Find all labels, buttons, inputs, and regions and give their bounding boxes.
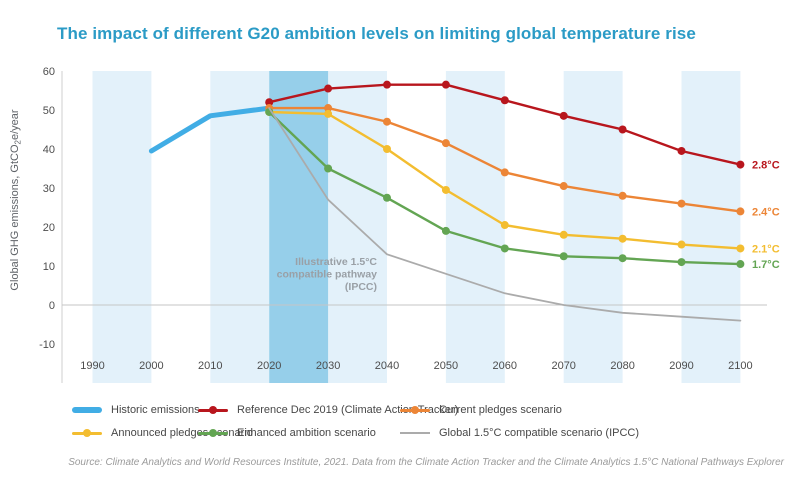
decade-band <box>445 71 505 383</box>
y-tick-label: 0 <box>49 300 55 312</box>
x-tick-label: 2070 <box>551 360 575 372</box>
y-tick-label: 40 <box>43 144 55 156</box>
end-label-current-pledges-scenario: 2.4°C <box>752 206 780 218</box>
data-point-announced-pledges-scenario <box>383 145 391 153</box>
data-point-enhanced-ambition-scenario <box>559 252 568 261</box>
legend-label: Enhanced ambition scenario <box>237 427 376 439</box>
legend-swatch-dot-icon <box>411 406 419 414</box>
data-point-announced-pledges-scenario <box>677 240 686 249</box>
legend-item-enhanced-ambition-scenario: Enhanced ambition scenario <box>198 426 376 440</box>
legend-swatch-icon <box>198 406 228 414</box>
data-point-current-pledges-scenario <box>559 182 568 191</box>
data-point-enhanced-ambition-scenario <box>736 260 745 269</box>
data-point-reference-dec-2019-climate-action-tracker <box>265 98 274 107</box>
data-point-reference-dec-2019-climate-action-tracker <box>383 80 391 89</box>
legend-swatch-icon <box>72 429 102 437</box>
y-tick-label: 50 <box>43 105 55 117</box>
x-tick-label: 2080 <box>610 360 634 372</box>
data-point-enhanced-ambition-scenario <box>618 254 627 263</box>
decade-band <box>92 71 152 383</box>
y-tick-label: 20 <box>43 222 55 234</box>
data-point-current-pledges-scenario <box>383 117 391 126</box>
y-axis-title: Global GHG emissions, GtCO2e/year <box>9 109 23 290</box>
data-point-announced-pledges-scenario <box>618 234 627 243</box>
annotation-text: Illustrative 1.5°C <box>295 256 377 268</box>
y-tick-label: 30 <box>43 183 55 195</box>
annotation-text: compatible pathway <box>277 269 378 281</box>
x-tick-label: 2020 <box>257 360 281 372</box>
data-point-reference-dec-2019-climate-action-tracker <box>736 160 745 169</box>
x-tick-label: 2030 <box>316 360 340 372</box>
x-tick-label: 2010 <box>198 360 222 372</box>
data-point-announced-pledges-scenario <box>559 230 568 239</box>
data-point-current-pledges-scenario <box>500 168 509 177</box>
legend-label: Reference Dec 2019 (Climate Action Track… <box>237 404 459 416</box>
legend-swatch-icon <box>400 432 430 434</box>
decade-band <box>210 71 270 383</box>
data-point-current-pledges-scenario <box>736 207 745 216</box>
highlight-band-2020-2030 <box>269 71 329 383</box>
data-point-announced-pledges-scenario <box>500 221 509 230</box>
series-line-global-1-5-c-compatible-scenario-ipcc <box>268 107 742 322</box>
legend-item-historic-emissions: Historic emissions <box>72 403 200 417</box>
data-point-enhanced-ambition-scenario <box>383 193 391 202</box>
legend-swatch-icon <box>400 406 430 414</box>
legend-swatch-dot-icon <box>83 429 91 437</box>
data-point-current-pledges-scenario <box>677 199 686 208</box>
source-attribution: Source: Climate Analytics and World Reso… <box>68 457 784 468</box>
x-tick-label: 2040 <box>375 360 399 372</box>
data-point-reference-dec-2019-climate-action-tracker <box>677 146 686 155</box>
data-point-reference-dec-2019-climate-action-tracker <box>441 80 450 89</box>
legend-swatch-dot-icon <box>209 406 217 414</box>
legend-label: Current pledges scenario <box>439 404 562 416</box>
data-point-announced-pledges-scenario <box>324 109 333 118</box>
x-tick-label: 2090 <box>669 360 693 372</box>
data-point-reference-dec-2019-climate-action-tracker <box>618 125 627 134</box>
data-point-announced-pledges-scenario <box>441 185 450 194</box>
data-point-current-pledges-scenario <box>618 191 627 200</box>
x-tick-label: 2000 <box>139 360 163 372</box>
annotation-text: (IPCC) <box>345 281 377 293</box>
data-point-enhanced-ambition-scenario <box>500 244 509 253</box>
data-point-reference-dec-2019-climate-action-tracker <box>559 111 568 120</box>
y-tick-label: 60 <box>43 66 55 78</box>
data-point-announced-pledges-scenario <box>736 244 745 253</box>
series-line-historic-emissions <box>148 105 272 154</box>
data-point-reference-dec-2019-climate-action-tracker <box>324 84 333 93</box>
decade-band <box>681 71 741 383</box>
legend-label: Historic emissions <box>111 404 200 416</box>
legend-item-announced-pledges-scenario: Announced pledges scenario <box>72 426 253 440</box>
y-tick-label: -10 <box>39 339 55 351</box>
data-point-current-pledges-scenario <box>324 104 333 113</box>
legend-label: Global 1.5°C compatible scenario (IPCC) <box>439 427 640 439</box>
x-tick-label: 2060 <box>493 360 517 372</box>
legend-swatch-icon <box>72 407 102 413</box>
data-point-reference-dec-2019-climate-action-tracker <box>500 96 509 105</box>
page-title: The impact of different G20 ambition lev… <box>57 24 696 43</box>
legend-label: Announced pledges scenario <box>111 427 253 439</box>
legend-swatch-dot-icon <box>209 429 217 437</box>
legend-item-reference-dec-2019-climate-action-tracker: Reference Dec 2019 (Climate Action Track… <box>198 403 458 417</box>
end-label-reference-dec-2019-climate-action-tracker: 2.8°C <box>752 160 780 172</box>
legend-swatch-icon <box>198 429 228 437</box>
x-tick-label: 2050 <box>434 360 458 372</box>
end-label-announced-pledges-scenario: 2.1°C <box>752 243 780 255</box>
x-tick-label: 1990 <box>80 360 104 372</box>
legend-item-global-1-5-c-compatible-scenario-ipcc: Global 1.5°C compatible scenario (IPCC) <box>400 426 639 440</box>
data-point-enhanced-ambition-scenario <box>677 258 686 267</box>
x-tick-label: 2100 <box>728 360 752 372</box>
end-label-enhanced-ambition-scenario: 1.7°C <box>752 259 780 271</box>
data-point-enhanced-ambition-scenario <box>441 226 450 235</box>
legend-item-current-pledges-scenario: Current pledges scenario <box>400 403 562 417</box>
chart-legend: Historic emissions Reference Dec 2019 (Cl… <box>0 396 800 448</box>
data-point-current-pledges-scenario <box>441 139 450 148</box>
y-tick-label: 10 <box>43 261 55 273</box>
data-point-enhanced-ambition-scenario <box>324 164 333 173</box>
